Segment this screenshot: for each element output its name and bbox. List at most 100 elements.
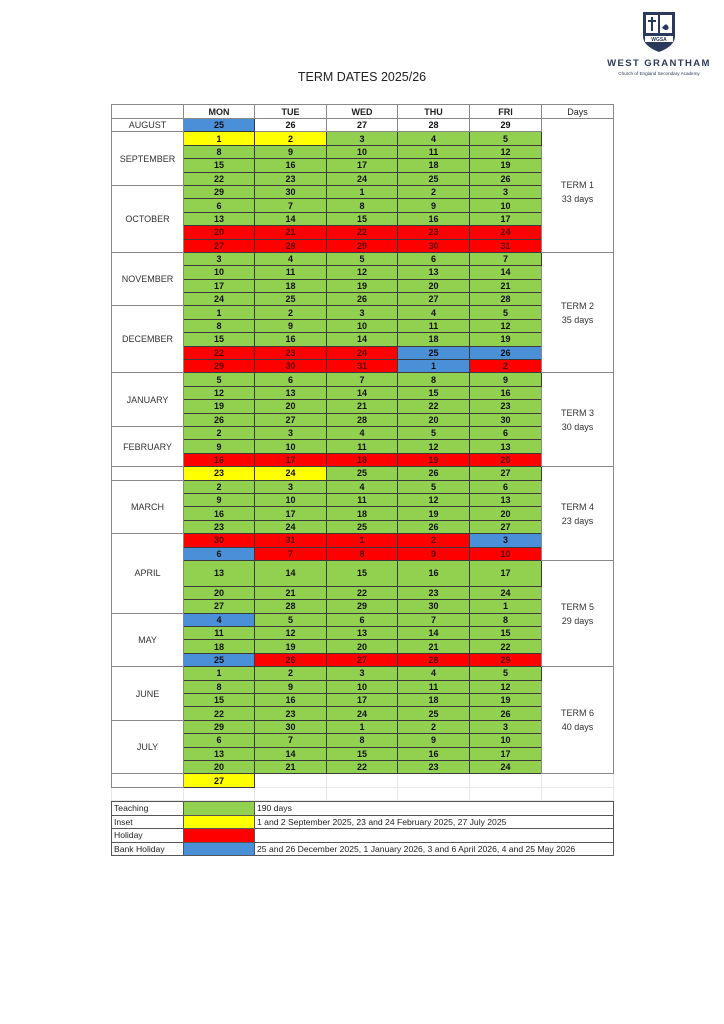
day-cell-tue: 30: [254, 359, 327, 374]
day-cell-fri: 8: [469, 612, 542, 628]
week-row: AUGUST 25 26 27 28 29: [111, 117, 614, 133]
term-label: TERM 2: [560, 300, 594, 311]
day-cell-fri: 19: [469, 158, 542, 173]
day-cell-wed: 4: [326, 425, 398, 441]
day-cell-thu: 30: [397, 238, 470, 253]
day-cell-fri: 31: [469, 238, 542, 253]
day-cell-mon: 25: [183, 117, 255, 133]
month-label-january: JANUARY: [111, 372, 184, 427]
day-cell-wed: 17: [326, 158, 398, 173]
term-days: 29 days: [561, 615, 594, 626]
day-cell-thu: 18: [397, 693, 470, 708]
day-cell-mon: 17: [183, 278, 255, 294]
empty-cell: [326, 786, 398, 802]
day-cell-wed: 10: [326, 679, 398, 695]
day-cell-tue: 3: [254, 425, 327, 441]
day-cell-mon: 24: [183, 292, 255, 307]
week-row: 29 30 31 1 2: [112, 359, 614, 374]
day-cell-thu: 2: [397, 184, 470, 200]
week-row: 27 28 29 30 31: [112, 238, 614, 253]
header-days: Days: [541, 104, 614, 119]
day-cell-tue: 28: [254, 599, 327, 614]
day-cell-thu: 4: [397, 305, 470, 320]
day-cell-tue: 12: [254, 626, 327, 641]
legend-note: 25 and 26 December 2025, 1 January 2026,…: [254, 841, 614, 856]
day-cell-wed: 27: [326, 652, 398, 668]
week-row: 22 23 24 25 26: [112, 345, 614, 361]
day-cell-thu: 16: [397, 211, 470, 227]
day-cell-mon: 1: [183, 131, 255, 146]
day-cell-mon: 22: [183, 171, 255, 186]
day-cell-fri: 10: [469, 198, 542, 213]
day-cell-tue: 26: [254, 117, 327, 133]
day-cell-tue: 19: [254, 639, 327, 654]
week-row: 8 9 10 11 12: [112, 318, 614, 334]
day-cell-fri: [469, 773, 542, 788]
week-row: 9 10 11 12 13: [112, 492, 614, 508]
day-cell-mon: 8: [183, 679, 255, 695]
day-cell-thu: 23: [397, 759, 470, 775]
day-cell-thu: 28: [397, 652, 470, 668]
term-2-cell: TERM 2 35 days: [541, 251, 614, 374]
day-cell-wed: 1: [326, 719, 398, 735]
day-cell-fri: 2: [469, 359, 542, 374]
day-cell-tue: 17: [254, 452, 327, 468]
day-cell-fri: 6: [469, 425, 542, 441]
day-cell-fri: 15: [469, 626, 542, 641]
term-label: TERM 1: [560, 179, 594, 190]
term-label: TERM 5: [560, 601, 594, 612]
day-cell-mon: 22: [183, 706, 255, 721]
day-cell-tue: 17: [254, 506, 327, 521]
day-cell-tue: 3: [254, 479, 327, 494]
week-row: 8 9 10 11 12: [112, 144, 614, 160]
week-row: 22 23 24 25 26: [112, 706, 614, 721]
day-cell-mon: 2: [183, 425, 255, 441]
day-cell-fri: 10: [469, 546, 542, 561]
legend-label: Inset: [111, 814, 184, 829]
day-cell-fri: 26: [469, 345, 542, 361]
day-cell-fri: 20: [469, 506, 542, 521]
header-tue: TUE: [254, 104, 327, 119]
day-cell-thu: 30: [397, 599, 470, 614]
week-row: 9 10 11 12 13: [112, 439, 614, 454]
day-cell-wed: 24: [326, 171, 398, 186]
day-cell-mon: 19: [183, 399, 255, 414]
day-cell-tue: 2: [254, 666, 327, 681]
day-cell-tue: 23: [254, 345, 327, 361]
day-cell-fri: 1: [469, 599, 542, 614]
legend-label: Teaching: [111, 801, 184, 816]
day-cell-fri: 10: [469, 733, 542, 748]
day-cell-tue: 10: [254, 439, 327, 454]
week-row: 6 7 8 9 10: [112, 198, 614, 213]
empty-cell: [183, 786, 255, 802]
day-cell-thu: 2: [397, 719, 470, 735]
week-row: SEPTEMBER 1 2 3 4 5 TERM 1 33 days: [111, 131, 614, 253]
day-cell-thu: 26: [397, 519, 470, 535]
day-cell-thu: 18: [397, 332, 470, 347]
day-cell-tue: 25: [254, 292, 327, 307]
school-logo: WGSA WEST GRANTHAM Church of England Sec…: [600, 10, 718, 86]
week-row: 20 21 22 23 24: [112, 759, 614, 775]
day-cell-fri: 17: [469, 559, 542, 587]
legend-body: Teaching 190 days Inset 1 and 2 September 2…: [111, 801, 614, 856]
week-row: MAY 4 5 6 7 8: [111, 612, 614, 668]
day-cell-fri: 9: [469, 372, 542, 387]
week-row: 15 16 17 18 19: [112, 158, 614, 173]
day-cell-mon: 20: [183, 225, 255, 240]
day-cell-thu: 11: [397, 679, 470, 695]
day-cell-thu: 16: [397, 746, 470, 761]
month-blank: [111, 466, 184, 481]
day-cell-tue: 7: [254, 733, 327, 748]
day-cell-fri: 12: [469, 679, 542, 695]
day-cell-thu: 2: [397, 533, 470, 548]
day-cell-fri: 27: [469, 466, 542, 481]
legend-table: Teaching 190 days Inset 1 and 2 September 2…: [111, 801, 614, 856]
day-cell-fri: 19: [469, 693, 542, 708]
day-cell-tue: 23: [254, 706, 327, 721]
day-cell-fri: 3: [469, 533, 542, 548]
legend-note: 1 and 2 September 2025, 23 and 24 Februa…: [254, 814, 614, 829]
month-label-march: MARCH: [111, 479, 184, 535]
day-cell-tue: 30: [254, 184, 327, 200]
day-cell-tue: 28: [254, 238, 327, 253]
day-cell-mon: 30: [183, 533, 255, 548]
